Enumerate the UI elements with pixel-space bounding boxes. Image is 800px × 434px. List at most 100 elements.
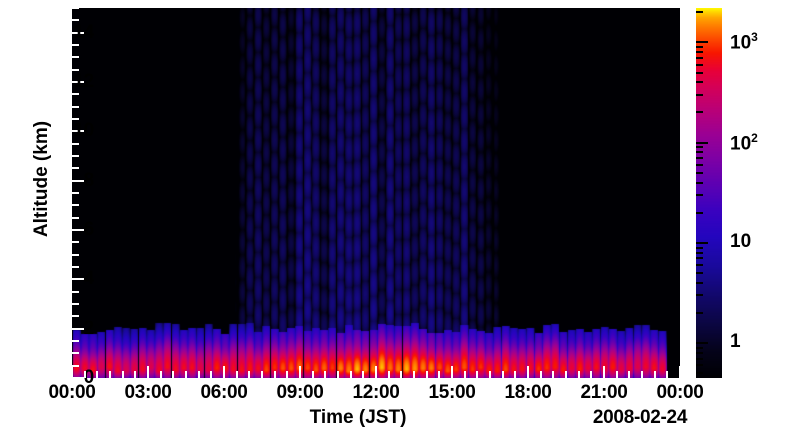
x-axis-major-tick [679, 366, 681, 378]
y-axis-minor-tick [72, 290, 79, 293]
y-axis-minor-tick [72, 19, 79, 22]
colorbar-gradient [696, 8, 722, 378]
colorbar-minor-tick [696, 257, 703, 260]
x-axis-minor-tick [400, 371, 403, 378]
y-axis-tick-label: 6 [83, 219, 95, 240]
x-axis-minor-tick [172, 371, 175, 378]
y-axis-minor-tick [72, 253, 79, 256]
colorbar-minor-tick [696, 71, 703, 74]
y-axis-minor-tick [72, 364, 79, 367]
x-axis-minor-tick [210, 371, 213, 378]
y-axis-minor-tick [72, 216, 79, 219]
colorbar-minor-tick [696, 51, 703, 54]
x-axis-title: Time (JST) [309, 407, 407, 428]
colorbar-minor-tick [696, 264, 703, 267]
y-axis-tick-label: 10 [73, 120, 94, 142]
y-axis-minor-tick [72, 266, 79, 268]
colorbar-minor-tick [696, 281, 703, 284]
colorbar-minor-tick [696, 272, 703, 275]
colorbar-minor-tick [696, 251, 703, 254]
y-axis-major-tick [72, 377, 84, 379]
x-axis-minor-tick [641, 371, 643, 378]
x-axis-minor-tick [248, 371, 251, 378]
y-axis-tick-label: 14 [73, 21, 94, 43]
x-axis-minor-tick [311, 371, 314, 378]
x-axis-minor-tick [489, 371, 491, 378]
x-axis-tick-label: 09:00 [276, 382, 324, 403]
y-axis-title: Altitude (km) [31, 120, 52, 238]
x-axis-tick-label: 03:00 [124, 382, 172, 403]
y-axis-major-tick [72, 278, 84, 281]
x-axis-minor-tick [324, 371, 327, 378]
colorbar-minor-tick [696, 194, 703, 197]
x-axis-minor-tick [185, 371, 187, 378]
x-axis-tick-label: 15:00 [428, 382, 476, 403]
x-axis-minor-tick [476, 371, 479, 378]
y-axis-tick-label: 8 [83, 169, 95, 191]
colorbar-minor-tick [696, 364, 703, 367]
y-axis-tick-label: 12 [73, 71, 94, 92]
x-axis-tick-label: 18:00 [504, 382, 552, 403]
colorbar-tick-label: 10 [730, 230, 752, 252]
colorbar-tick-label: 1 [730, 331, 741, 353]
x-axis-minor-tick [134, 371, 137, 378]
colorbar-major-tick [696, 342, 708, 345]
x-axis-minor-tick [628, 371, 631, 378]
x-axis-tick-label: 21:00 [580, 382, 628, 403]
colorbar-minor-tick [696, 81, 703, 84]
x-axis-minor-tick [653, 371, 656, 378]
heatmap-plot-area [72, 8, 680, 378]
heatmap-canvas [72, 8, 680, 378]
x-axis-tick-label: 12:00 [352, 382, 400, 403]
x-axis-minor-tick [413, 371, 415, 378]
x-axis-minor-tick [565, 371, 567, 378]
y-axis-minor-tick [72, 56, 79, 59]
x-axis-major-tick [451, 366, 453, 378]
x-axis-minor-tick [235, 371, 238, 378]
x-axis-minor-tick [590, 371, 593, 378]
x-axis-tick-label: 00:00 [48, 382, 96, 403]
x-axis-minor-tick [387, 371, 390, 378]
y-axis-minor-tick [72, 340, 79, 342]
y-axis-minor-tick [72, 142, 79, 145]
colorbar-minor-tick [696, 351, 703, 354]
colorbar-minor-tick [696, 63, 703, 66]
y-axis-minor-tick [72, 105, 79, 108]
x-axis-minor-tick [83, 371, 86, 378]
colorbar-minor-tick [696, 11, 703, 14]
x-axis-minor-tick [121, 371, 124, 378]
x-axis-minor-tick [159, 371, 162, 378]
x-axis-tick-label: 00:00 [656, 382, 704, 403]
y-axis-minor-tick [72, 155, 79, 157]
y-axis-major-tick [72, 179, 84, 182]
y-axis-minor-tick [72, 192, 79, 194]
y-axis-major-tick [72, 229, 84, 231]
colorbar-minor-tick [696, 56, 703, 59]
colorbar-major-tick [696, 141, 708, 144]
date-label: 2008-02-24 [592, 407, 688, 428]
x-axis-major-tick [299, 366, 301, 378]
x-axis-minor-tick [109, 371, 111, 378]
y-axis-major-tick [72, 327, 84, 330]
y-axis-tick-label: 2 [83, 317, 95, 339]
y-axis-minor-tick [72, 44, 79, 46]
y-axis-tick-label: 0 [83, 367, 95, 388]
y-axis-major-tick [72, 130, 84, 133]
y-axis-minor-tick [72, 241, 79, 244]
colorbar-minor-tick [696, 146, 703, 149]
x-axis-major-tick [71, 366, 73, 378]
colorbar-minor-tick [696, 157, 703, 160]
colorbar-minor-tick [696, 372, 703, 375]
colorbar-major-tick [696, 41, 708, 44]
x-axis-major-tick [375, 366, 377, 378]
x-axis-minor-tick [273, 371, 276, 378]
colorbar-minor-tick [696, 111, 703, 114]
y-axis-tick-label: 4 [83, 268, 95, 290]
y-axis-minor-tick [72, 352, 79, 355]
x-axis-minor-tick [337, 371, 339, 378]
y-axis-minor-tick [72, 204, 79, 207]
y-axis-minor-tick [72, 68, 79, 71]
x-axis-minor-tick [463, 371, 466, 378]
y-axis-minor-tick [72, 7, 79, 9]
